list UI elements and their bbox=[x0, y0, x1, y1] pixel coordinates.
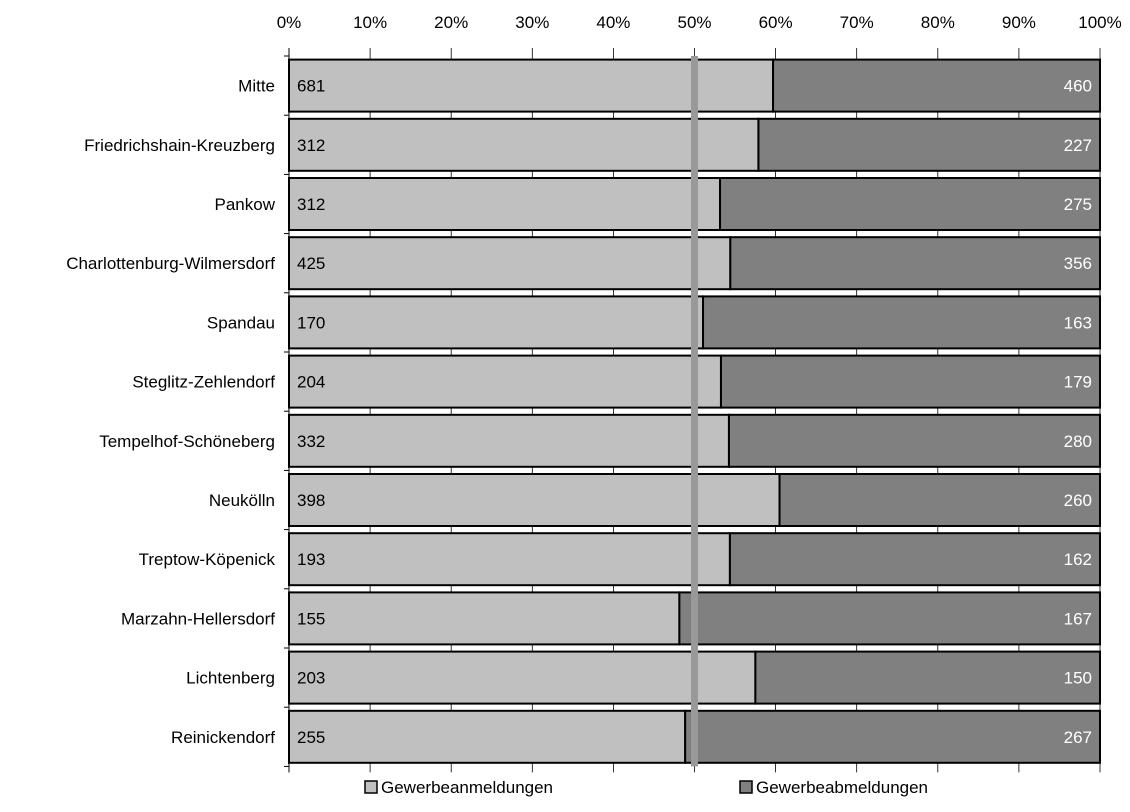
data-label-gewerbeanmeldungen: 332 bbox=[297, 432, 325, 451]
data-label-gewerbeanmeldungen: 170 bbox=[297, 313, 325, 332]
category-label: Neukölln bbox=[209, 491, 275, 510]
legend-label: Gewerbeabmeldungen bbox=[756, 778, 928, 797]
x-tick-label: 20% bbox=[434, 13, 468, 32]
data-label-gewerbeabmeldungen: 460 bbox=[1064, 77, 1092, 96]
data-label-gewerbeabmeldungen: 179 bbox=[1064, 373, 1092, 392]
legend-swatch bbox=[739, 780, 753, 794]
x-tick-label: 80% bbox=[921, 13, 955, 32]
x-tick-label: 90% bbox=[1002, 13, 1036, 32]
x-tick-label: 10% bbox=[353, 13, 387, 32]
legend-swatch bbox=[364, 780, 378, 794]
category-label: Reinickendorf bbox=[171, 728, 275, 747]
legend: Gewerbeanmeldungen Gewerbeabmeldungen bbox=[364, 778, 928, 797]
category-label: Pankow bbox=[215, 195, 276, 214]
x-tick-label: 40% bbox=[596, 13, 630, 32]
data-label-gewerbeabmeldungen: 275 bbox=[1064, 195, 1092, 214]
bar-gewerbeanmeldungen bbox=[288, 177, 722, 231]
data-label-gewerbeabmeldungen: 280 bbox=[1064, 432, 1092, 451]
category-label: Spandau bbox=[207, 313, 275, 332]
bar-gewerbeabmeldungen bbox=[702, 295, 1102, 350]
data-label-gewerbeabmeldungen: 356 bbox=[1064, 254, 1092, 273]
data-label-gewerbeabmeldungen: 162 bbox=[1064, 550, 1092, 569]
axes: 0% 10% 20% 30% 40% 50% 60% 70% 80% 90% 100% Mitte Fr… bbox=[66, 13, 1122, 773]
data-label-gewerbeabmeldungen: 227 bbox=[1064, 136, 1092, 155]
category-label: Steglitz-Zehlendorf bbox=[132, 373, 275, 392]
bar-gewerbeabmeldungen bbox=[678, 591, 1101, 646]
data-label-gewerbeanmeldungen: 193 bbox=[297, 550, 325, 569]
bar-gewerbeanmeldungen bbox=[288, 709, 687, 764]
data-label-gewerbeanmeldungen: 155 bbox=[297, 609, 325, 628]
bar-gewerbeabmeldungen bbox=[719, 354, 1102, 409]
bar-gewerbeabmeldungen bbox=[757, 117, 1102, 172]
legend-label: Gewerbeanmeldungen bbox=[381, 778, 553, 797]
bar-gewerbeanmeldungen bbox=[288, 591, 681, 646]
data-label-gewerbeanmeldungen: 255 bbox=[297, 728, 325, 747]
data-label-gewerbeabmeldungen: 260 bbox=[1064, 491, 1092, 510]
data-label-gewerbeanmeldungen: 425 bbox=[297, 254, 325, 273]
x-tick-label: 0% bbox=[277, 13, 302, 32]
data-label-gewerbeabmeldungen: 267 bbox=[1064, 728, 1092, 747]
bar-gewerbeabmeldungen bbox=[754, 650, 1101, 705]
category-label: Treptow-Köpenick bbox=[139, 550, 276, 569]
category-label: Charlottenburg-Wilmersdorf bbox=[66, 254, 275, 273]
x-tick-label: 50% bbox=[677, 13, 711, 32]
category-label: Marzahn-Hellersdorf bbox=[121, 609, 275, 628]
data-label-gewerbeanmeldungen: 312 bbox=[297, 195, 325, 214]
bar-gewerbeanmeldungen bbox=[288, 473, 781, 527]
x-tick-label: 70% bbox=[840, 13, 874, 32]
bar-gewerbeabmeldungen bbox=[772, 58, 1101, 113]
data-label-gewerbeanmeldungen: 203 bbox=[297, 669, 325, 688]
data-label-gewerbeabmeldungen: 167 bbox=[1064, 609, 1092, 628]
data-label-gewerbeabmeldungen: 150 bbox=[1064, 669, 1092, 688]
category-label: Lichtenberg bbox=[186, 669, 275, 688]
category-label: Friedrichshain-Kreuzberg bbox=[84, 136, 275, 155]
bar-gewerbeanmeldungen bbox=[288, 236, 732, 291]
data-labels: 681 460 312 227 312 275 425 356 170 163 204 179 332 2… bbox=[297, 77, 1092, 747]
bar-gewerbeabmeldungen bbox=[719, 177, 1101, 231]
x-tick-label: 60% bbox=[759, 13, 793, 32]
bar-gewerbeanmeldungen bbox=[288, 354, 722, 409]
bar-gewerbeanmeldungen bbox=[288, 58, 775, 113]
bar-gewerbeanmeldungen bbox=[288, 532, 731, 587]
data-label-gewerbeanmeldungen: 398 bbox=[297, 491, 325, 510]
data-label-gewerbeanmeldungen: 204 bbox=[297, 373, 325, 392]
bar-gewerbeabmeldungen bbox=[727, 413, 1101, 468]
data-label-gewerbeanmeldungen: 681 bbox=[297, 77, 325, 96]
x-tick-label: 30% bbox=[515, 13, 549, 32]
data-label-gewerbeabmeldungen: 163 bbox=[1064, 313, 1092, 332]
bar-gewerbeabmeldungen bbox=[778, 473, 1101, 527]
bar-gewerbeanmeldungen bbox=[288, 413, 730, 468]
bar-gewerbeanmeldungen bbox=[288, 295, 705, 350]
category-label: Tempelhof-Schöneberg bbox=[99, 432, 275, 451]
bar-gewerbeanmeldungen bbox=[288, 117, 760, 172]
data-label-gewerbeanmeldungen: 312 bbox=[297, 136, 325, 155]
bar-gewerbeanmeldungen bbox=[288, 650, 757, 705]
bar-gewerbeabmeldungen bbox=[729, 236, 1101, 291]
bar-gewerbeabmeldungen bbox=[728, 532, 1101, 587]
x-tick-label: 100% bbox=[1078, 13, 1121, 32]
bar-gewerbeabmeldungen bbox=[684, 709, 1101, 764]
category-label: Mitte bbox=[238, 77, 275, 96]
